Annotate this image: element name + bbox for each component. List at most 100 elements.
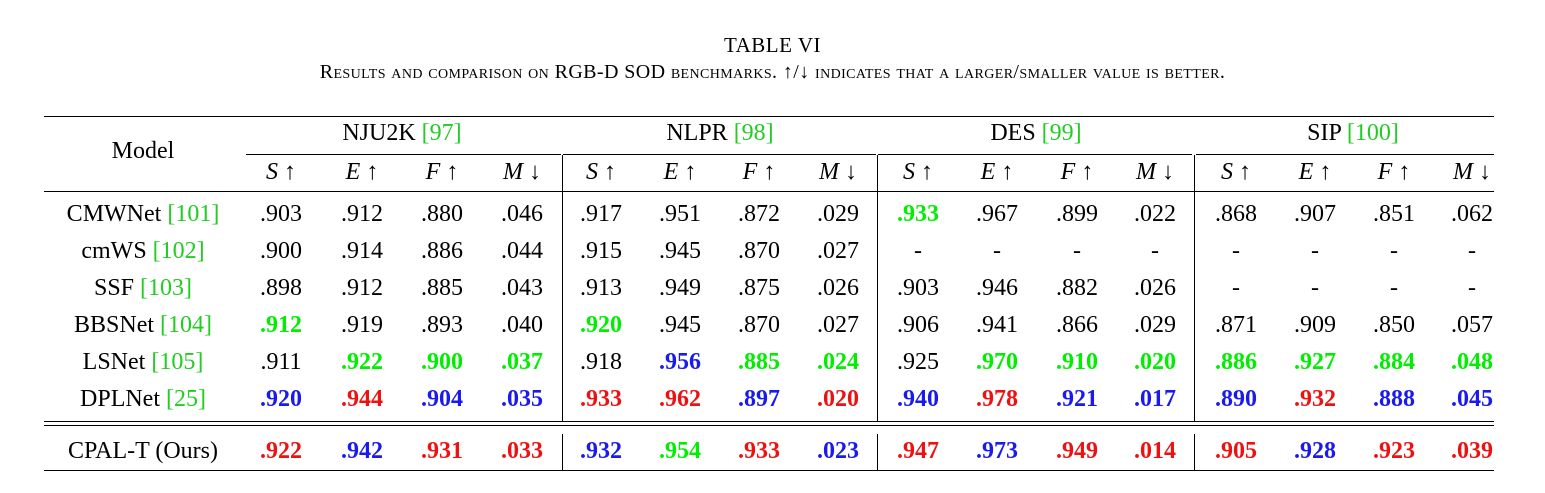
table-cell: .020 <box>1134 349 1176 375</box>
table-cell: .921 <box>1056 386 1098 412</box>
metric-arrow: ↓ <box>1473 159 1491 185</box>
dataset-citation[interactable]: [100] <box>1346 120 1399 146</box>
table-cell: - <box>1232 275 1240 301</box>
model-label: CMWNet <box>66 201 168 227</box>
table-cell: .851 <box>1373 201 1415 227</box>
table-cell: - <box>993 238 1001 264</box>
model-label: DPLNet <box>80 386 167 412</box>
table-cell: .017 <box>1134 386 1176 412</box>
model-citation[interactable]: [101] <box>167 201 220 227</box>
metric-header: M ↓ <box>1453 158 1491 186</box>
column-divider <box>1194 155 1196 191</box>
table-cell: - <box>914 238 922 264</box>
metric-header: M ↓ <box>1136 158 1174 186</box>
dataset-header: SIP [100] <box>1307 119 1399 147</box>
model-label: CPAL-T (Ours) <box>67 438 219 464</box>
dataset-name: DES <box>990 120 1042 146</box>
table-cell: .888 <box>1373 386 1415 412</box>
model-label: SSF <box>93 275 141 301</box>
metric-letter: M <box>1136 159 1156 185</box>
metric-letter: E <box>980 159 996 185</box>
table-cell: .022 <box>1134 201 1176 227</box>
table-cell: .900 <box>260 238 302 264</box>
table-cell: .933 <box>897 201 939 227</box>
table-cell: .944 <box>341 386 383 412</box>
metric-header: F ↑ <box>426 158 459 186</box>
metric-letter: S <box>586 159 598 185</box>
metric-letter: M <box>503 159 523 185</box>
model-citation[interactable]: [104] <box>160 312 212 338</box>
table-cell: .954 <box>659 438 701 464</box>
table-cell: .949 <box>1056 438 1098 464</box>
table-cell: - <box>1390 238 1398 264</box>
column-divider <box>877 192 879 421</box>
table-cell: .045 <box>1451 386 1493 412</box>
model-name: CMWNet [101] <box>67 200 220 228</box>
table-cell: .884 <box>1373 349 1415 375</box>
dataset-underline <box>878 154 1192 155</box>
column-divider <box>1194 192 1196 421</box>
table-cell: .044 <box>501 238 543 264</box>
table-cell: .932 <box>580 438 622 464</box>
table-cell: .029 <box>817 201 859 227</box>
table-cell: .029 <box>1134 312 1176 338</box>
table-cell: .899 <box>1056 201 1098 227</box>
metric-arrow: ↑ <box>995 159 1014 185</box>
dataset-citation[interactable]: [99] <box>1041 120 1082 146</box>
model-citation[interactable]: [103] <box>140 275 193 301</box>
table-cell: - <box>1073 238 1081 264</box>
table-cell: .922 <box>341 349 383 375</box>
table-cell: .897 <box>738 386 780 412</box>
metric-arrow: ↑ <box>678 159 697 185</box>
metric-header: M ↓ <box>819 158 857 186</box>
dataset-name: SIP <box>1307 120 1347 146</box>
table-cell: .046 <box>501 201 543 227</box>
model-name: CPAL-T (Ours) <box>68 437 218 465</box>
table-cell: .962 <box>659 386 701 412</box>
metric-header: E ↑ <box>346 158 379 186</box>
table-cell: .920 <box>580 312 622 338</box>
table-cell: .967 <box>976 201 1018 227</box>
metric-arrow: ↓ <box>1156 159 1174 185</box>
table-cell: .027 <box>817 312 859 338</box>
metric-letter: S <box>903 159 915 185</box>
table-cell: .951 <box>659 201 701 227</box>
table-cell: .945 <box>659 238 701 264</box>
metric-arrow: ↑ <box>1392 159 1411 185</box>
table-cell: .942 <box>341 438 383 464</box>
model-label: LSNet <box>82 349 152 375</box>
table-cell: - <box>1151 238 1159 264</box>
table-cell: .912 <box>341 275 383 301</box>
table-cell: .970 <box>976 349 1018 375</box>
dataset-header: NLPR [98] <box>666 119 773 147</box>
table-cell: .932 <box>1294 386 1336 412</box>
table-cell: .886 <box>421 238 463 264</box>
table-cell: .928 <box>1294 438 1336 464</box>
column-divider <box>1194 434 1196 470</box>
model-citation[interactable]: [102] <box>152 238 205 264</box>
dataset-header: NJU2K [97] <box>342 119 461 147</box>
metric-header: M ↓ <box>503 158 541 186</box>
dataset-underline <box>1196 154 1494 155</box>
metric-arrow: ↑ <box>278 159 296 185</box>
table-cell: .027 <box>817 238 859 264</box>
dataset-citation[interactable]: [97] <box>421 120 462 146</box>
table-cell: .925 <box>897 349 939 375</box>
dataset-citation[interactable]: [98] <box>733 120 774 146</box>
table-cell: .940 <box>897 386 939 412</box>
table-cell: .907 <box>1294 201 1336 227</box>
model-name: BBSNet [104] <box>74 311 212 339</box>
metric-header: F ↑ <box>1378 158 1411 186</box>
table-cell: .057 <box>1451 312 1493 338</box>
table-cell: .024 <box>817 349 859 375</box>
table-caption: Results and comparison on RGB-D SOD benc… <box>319 61 1226 83</box>
metric-letter: F <box>425 159 441 185</box>
metric-header: E ↑ <box>981 158 1014 186</box>
model-citation[interactable]: [25] <box>166 386 206 412</box>
table-cell: .880 <box>421 201 463 227</box>
table-cell: .866 <box>1056 312 1098 338</box>
table-cell: .956 <box>659 349 701 375</box>
table-cell: .922 <box>260 438 302 464</box>
model-citation[interactable]: [105] <box>151 349 204 375</box>
metric-header: E ↑ <box>1299 158 1332 186</box>
